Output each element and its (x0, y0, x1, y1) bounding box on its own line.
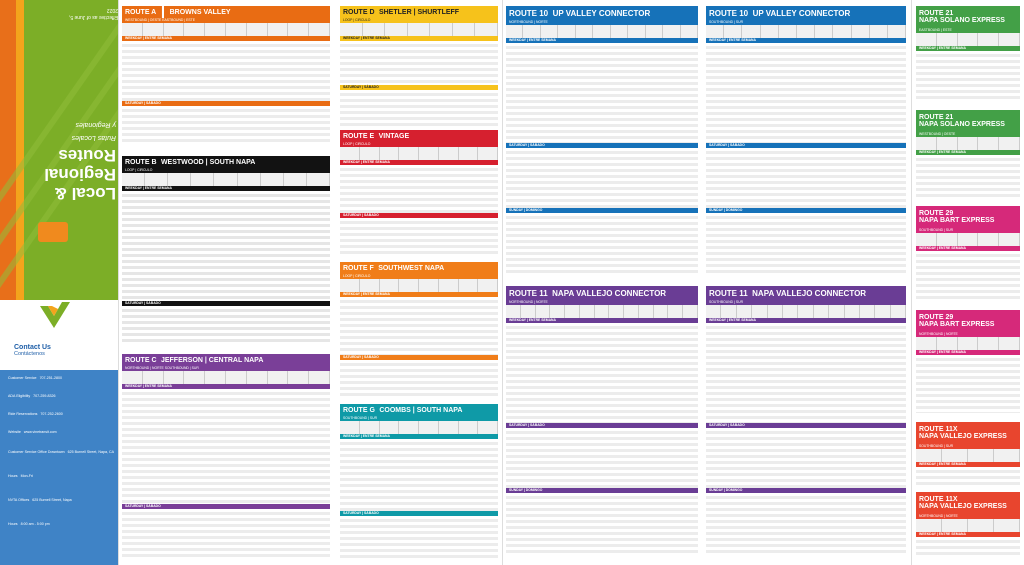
route-header: ROUTE 10 UP VALLEY CONNECTOR (506, 6, 698, 20)
route-header: ROUTE 11X NAPA VALLEJO EXPRESS (916, 422, 1020, 444)
route-header: ROUTE D SHETLER | SHURTLEFF (340, 6, 498, 18)
route-11x-northbound-panel: ROUTE 11X NAPA VALLEJO EXPRESS NORTHBOUND… (916, 492, 1020, 559)
route-header: ROUTE 21 NAPA SOLANO EXPRESS (916, 110, 1020, 132)
route-11-northbound-panel: ROUTE 11 NAPA VALLEJO CONNECTOR NORTHBOU… (506, 286, 698, 559)
route-c-panel: ROUTE C JEFFERSON | CENTRAL NAPA NORTHBO… (122, 354, 330, 559)
route-header: ROUTE 11X NAPA VALLEJO EXPRESS (916, 492, 1020, 514)
cover-banner: Effective as of June 5, 2022 Local & Reg… (0, 0, 118, 300)
cover-title: Local & Regional Routes Rutas Locales y … (44, 121, 116, 203)
contact-us: Contact Us Contáctenos (14, 344, 51, 357)
route-11x-southbound-panel: ROUTE 11X NAPA VALLEJO EXPRESS SOUTHBOUND… (916, 422, 1020, 488)
vine-badge-icon (38, 222, 68, 242)
route-header: ROUTE A | BROWNS VALLEY (122, 6, 330, 18)
route-header: ROUTE 10 UP VALLEY CONNECTOR (706, 6, 906, 20)
route-header: ROUTE C JEFFERSON | CENTRAL NAPA (122, 354, 330, 366)
route-29-northbound-panel: ROUTE 29 NAPA BART EXPRESS NORTHBOUND | N… (916, 310, 1020, 418)
route-10-southbound-panel: ROUTE 10 UP VALLEY CONNECTOR SOUTHBOUND … (706, 6, 906, 278)
route-header: ROUTE 21 NAPA SOLANO EXPRESS (916, 6, 1020, 28)
route-header: ROUTE 29 NAPA BART EXPRESS (916, 310, 1020, 332)
route-g-panel: ROUTE G COOMBS | SOUTH NAPA SOUTHBOUND |… (340, 404, 498, 559)
route-b-panel: ROUTE B WESTWOOD | SOUTH NAPA LOOP | CIR… (122, 156, 330, 346)
route-d-panel: ROUTE D SHETLER | SHURTLEFF LOOP | CIRCU… (340, 6, 498, 126)
route-e-panel: ROUTE E VINTAGE LOOP | CIRCULO WEEKDAY |… (340, 130, 498, 255)
route-header: ROUTE 29 NAPA BART EXPRESS (916, 206, 1020, 228)
route-header: ROUTE 11 NAPA VALLEJO CONNECTOR (706, 286, 906, 300)
route-header: ROUTE B WESTWOOD | SOUTH NAPA (122, 156, 330, 168)
route-21-eastbound-panel: ROUTE 21 NAPA SOLANO EXPRESS EASTBOUND | … (916, 6, 1020, 106)
route-f-panel: ROUTE F SOUTHWEST NAPA LOOP | CIRCULO WE… (340, 262, 498, 397)
fold-line (911, 0, 912, 565)
vine-logo-icon (40, 302, 70, 328)
route-header: ROUTE F SOUTHWEST NAPA (340, 262, 498, 274)
fold-line (118, 0, 119, 565)
contact-info: Customer Service 707-251-2800 ADA Eligib… (0, 370, 118, 565)
route-10-northbound-panel: ROUTE 10 UP VALLEY CONNECTOR NORTHBOUND … (506, 6, 698, 278)
route-29-southbound-panel: ROUTE 29 NAPA BART EXPRESS SOUTHBOUND | S… (916, 206, 1020, 306)
route-header: ROUTE G COOMBS | SOUTH NAPA (340, 404, 498, 416)
fold-line (502, 0, 503, 565)
route-header: ROUTE E VINTAGE (340, 130, 498, 142)
effective-date: Effective as of June 5, 2022 (68, 7, 118, 20)
route-a-panel: ROUTE A | BROWNS VALLEY WESTBOUND | OEST… (122, 6, 330, 146)
cover-panel: Effective as of June 5, 2022 Local & Reg… (0, 0, 118, 565)
route-11-southbound-panel: ROUTE 11 NAPA VALLEJO CONNECTOR SOUTHBOU… (706, 286, 906, 559)
route-header: ROUTE 11 NAPA VALLEJO CONNECTOR (506, 286, 698, 300)
route-21-westbound-panel: ROUTE 21 NAPA SOLANO EXPRESS WESTBOUND | … (916, 110, 1020, 202)
